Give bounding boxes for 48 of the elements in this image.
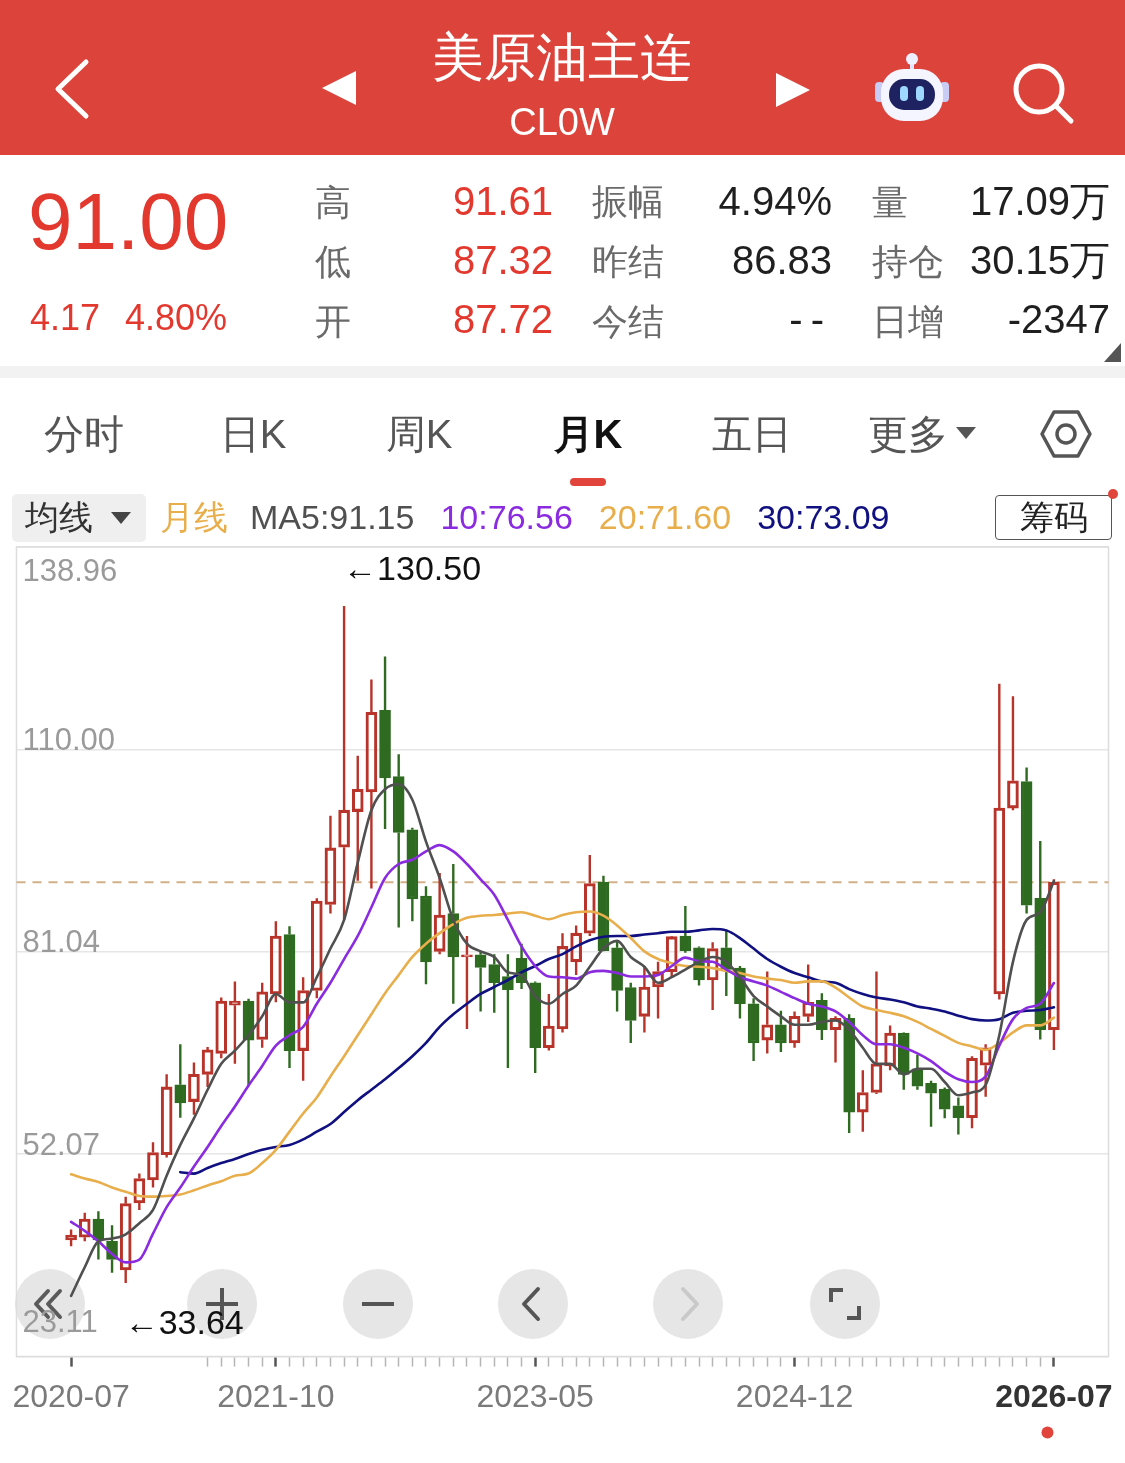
text: 分时 [44,411,124,457]
text: 振幅 [592,181,664,223]
text: 91.61 [452,178,553,224]
text: 今结 [592,301,664,343]
annotation: ←130.50 [343,549,482,588]
text: 月线 [160,498,228,538]
x-tick-label: 2020-07 [12,1377,130,1414]
text: 10:76.56 [440,498,573,538]
text: 五日 [712,411,792,457]
x-tick-label: 2021-10 [217,1377,335,1414]
text: 20:71.60 [598,498,732,538]
text: 87.32 [452,237,553,283]
text: 持仓 [872,241,944,283]
text: 86.83 [731,237,832,283]
text: 筹码 [1020,498,1088,538]
text: 17.09万 [969,178,1110,224]
text: 量 [872,182,908,224]
chart-title: 美原油主连 [432,28,692,88]
text: 4.17 [30,297,101,339]
text: 低 [315,241,351,283]
text: 开 [315,301,351,343]
text: 日增 [872,301,944,343]
text: 87.72 [452,296,553,342]
y-tick-label: 52.07 [22,1126,101,1162]
text: 4.94% [718,178,832,224]
text: 91.00 [28,176,229,268]
annotation: ←33.64 [124,1303,244,1342]
x-tick-label: 2023-05 [476,1377,594,1414]
text: 4.80% [125,297,228,339]
text: 更多 [868,411,948,457]
chart-subtitle: CL0W [509,101,615,145]
text: 日K [219,411,287,457]
y-tick-label: 81.04 [22,924,101,960]
text: MA5:91.15 [250,498,415,538]
text: -- [789,296,832,342]
x-tick-label: 2024-12 [735,1377,854,1414]
text: 均线 [25,498,93,538]
x-tick-label: 2026-07 [995,1377,1113,1414]
text: 周K [385,411,453,457]
text: -2347 [1007,296,1110,342]
text: 月K [553,411,623,457]
text: 30.15万 [969,237,1110,283]
text: 昨结 [592,241,664,283]
text: 高 [315,182,351,224]
y-tick-label: 23.11 [22,1304,98,1340]
y-tick-label: 110.00 [22,721,116,757]
y-tick-label: 138.96 [22,552,118,588]
text: 30:73.09 [757,498,890,538]
